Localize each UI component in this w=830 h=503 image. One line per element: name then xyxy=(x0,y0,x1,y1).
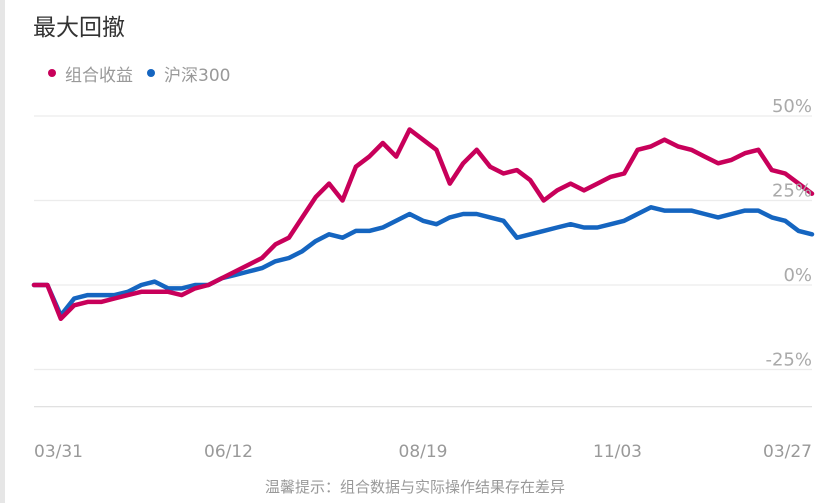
x-tick-label: 11/03 xyxy=(593,442,642,462)
legend-dot-csi300 xyxy=(147,69,155,77)
legend-item-portfolio[interactable]: 组合收益 xyxy=(48,61,133,86)
y-tick-label: 0% xyxy=(783,265,812,286)
chart-title: 最大回撤 xyxy=(33,15,125,41)
x-tick-label: 08/19 xyxy=(399,442,448,462)
x-tick-label: 03/31 xyxy=(34,442,83,462)
legend-label-portfolio: 组合收益 xyxy=(65,65,133,86)
x-tick-label: 03/27 xyxy=(763,442,812,462)
y-tick-label: -25% xyxy=(765,350,812,371)
legend-item-csi300[interactable]: 沪深300 xyxy=(147,61,230,86)
series-line-portfolio xyxy=(31,127,815,322)
y-tick-label: 25% xyxy=(772,181,812,202)
legend-label-csi300: 沪深300 xyxy=(164,65,231,86)
legend: 组合收益 沪深300 xyxy=(48,60,244,86)
footer-disclaimer: 温馨提示：组合数据与实际操作结果存在差异 xyxy=(264,478,565,496)
y-tick-label: 50% xyxy=(772,96,812,117)
x-tick-label: 06/12 xyxy=(204,442,253,462)
legend-dot-portfolio xyxy=(48,69,56,77)
left-border xyxy=(0,0,5,503)
series-line-csi300 xyxy=(31,205,815,318)
